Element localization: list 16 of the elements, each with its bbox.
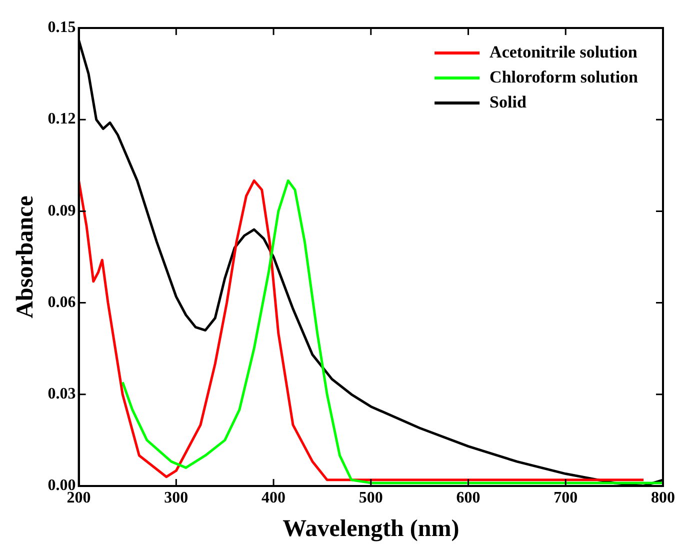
y-tick-label: 0.06 bbox=[48, 294, 76, 311]
y-tick-label: 0.03 bbox=[48, 386, 76, 403]
x-tick-label: 600 bbox=[456, 490, 480, 507]
x-tick-label: 700 bbox=[554, 490, 578, 507]
x-tick-label: 400 bbox=[262, 490, 286, 507]
x-tick-label: 800 bbox=[651, 490, 675, 507]
x-tick-label: 300 bbox=[164, 490, 188, 507]
legend-label: Chloroform solution bbox=[490, 67, 639, 86]
y-tick-label: 0.09 bbox=[48, 202, 76, 220]
legend-label: Solid bbox=[490, 92, 527, 112]
y-axis-title: Absorbance bbox=[12, 195, 39, 318]
x-axis-title: Wavelength (nm) bbox=[282, 516, 460, 542]
x-tick-label: 500 bbox=[358, 490, 383, 507]
y-tick-label: 0.15 bbox=[48, 19, 76, 36]
legend-label: Acetonitrile solution bbox=[490, 42, 638, 62]
y-tick-label: 0.12 bbox=[48, 110, 76, 128]
